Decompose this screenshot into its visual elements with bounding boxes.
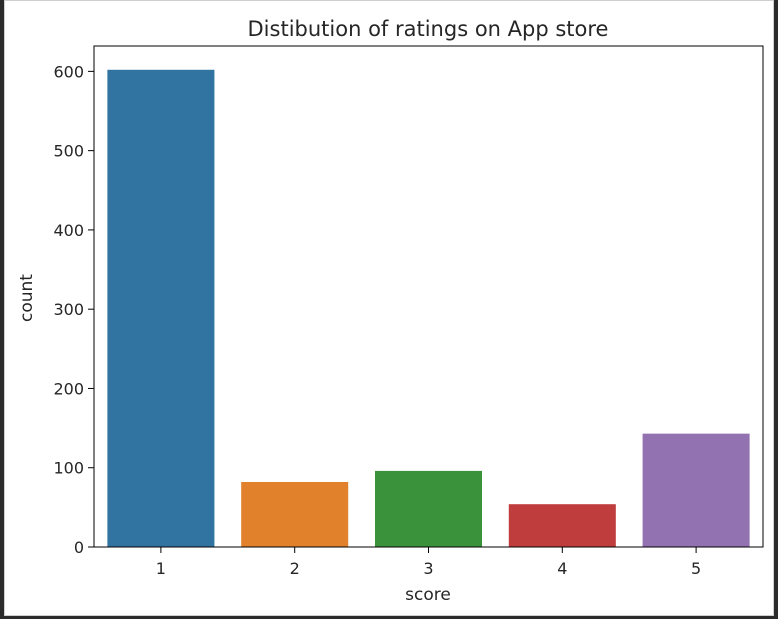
chart-title: Distibution of ratings on App store <box>248 17 609 41</box>
bar-score-4 <box>508 504 616 547</box>
y-tick-label: 500 <box>53 142 84 161</box>
y-tick-label: 400 <box>53 221 84 240</box>
bar-score-5 <box>642 433 750 547</box>
bar-score-1 <box>107 69 215 547</box>
x-tick-label: 4 <box>557 559 567 578</box>
x-tick-label: 2 <box>290 559 300 578</box>
x-tick-label: 5 <box>691 559 701 578</box>
y-tick-label: 600 <box>53 62 84 81</box>
y-axis-label: count <box>17 274 37 322</box>
x-tick-label: 1 <box>156 559 166 578</box>
bar-score-2 <box>241 481 349 547</box>
x-axis-label: score <box>405 585 451 605</box>
x-tick-label: 3 <box>423 559 433 578</box>
bar-score-3 <box>374 470 483 547</box>
y-tick-label: 100 <box>53 459 84 478</box>
plot-area: 0 100 200 300 400 500 600 1 2 3 4 5 <box>53 45 764 578</box>
y-tick-label: 200 <box>53 379 84 398</box>
y-tick-label: 300 <box>53 300 84 319</box>
y-tick-label: 0 <box>74 538 84 557</box>
